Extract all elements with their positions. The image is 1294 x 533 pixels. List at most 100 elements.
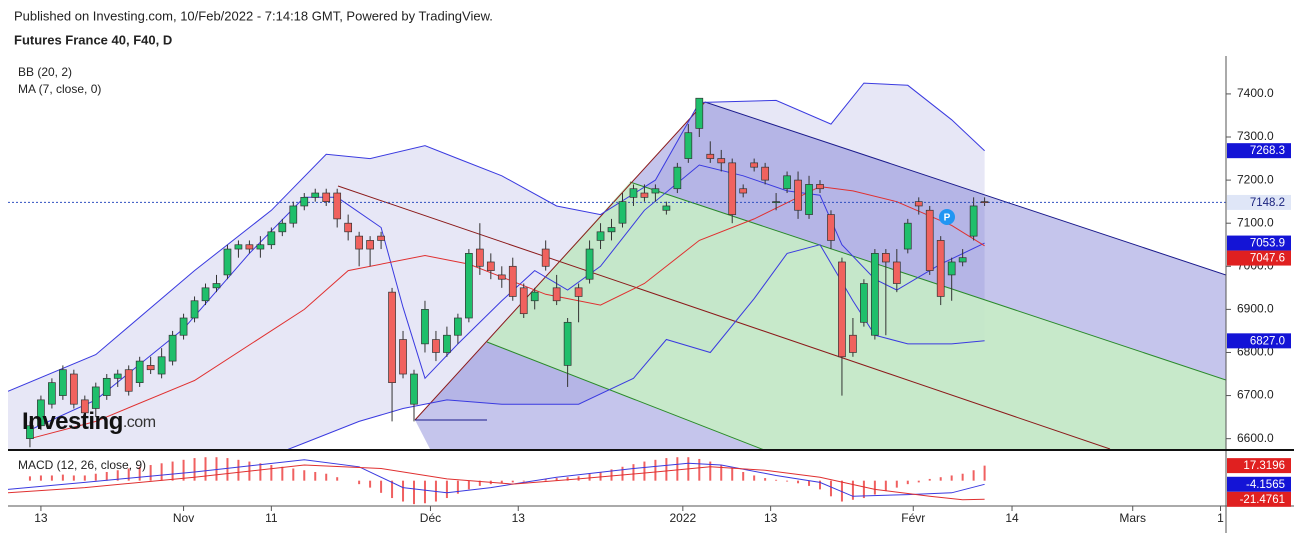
macd-histogram-bar: [325, 473, 328, 481]
x-tick-label: Mars: [1119, 511, 1146, 525]
candle-body: [124, 369, 133, 392]
x-tick-label: 13: [764, 511, 778, 525]
candle-body: [552, 287, 561, 302]
y-tick-label: 7400.0: [1237, 86, 1274, 100]
candle-body: [651, 188, 660, 194]
macd-histogram-bar: [555, 478, 558, 481]
macd-histogram-bar: [731, 468, 734, 481]
candle-body: [530, 291, 539, 302]
indicator-label: MA (7, close, 0): [18, 82, 101, 96]
candle-body: [201, 287, 210, 302]
y-tick-label: 7300.0: [1237, 129, 1274, 143]
candle-body: [465, 253, 473, 319]
macd-histogram-bar: [61, 474, 64, 481]
candle-body: [113, 373, 122, 379]
indicator-line: [29, 186, 985, 440]
macd-histogram-bar: [358, 480, 361, 485]
indicator-label: BB (20, 2): [18, 65, 72, 79]
macd-histogram-bar: [50, 475, 53, 481]
macd-histogram-bar: [116, 470, 119, 481]
macd-histogram-bar: [226, 458, 229, 481]
macd-histogram-bar: [467, 480, 470, 490]
macd-histogram-bar: [281, 466, 284, 481]
candle-body: [563, 321, 572, 366]
macd-histogram-bar: [127, 468, 130, 481]
macd-histogram-bar: [972, 470, 975, 481]
macd-histogram-bar: [676, 457, 679, 481]
x-tick-label: 13: [34, 511, 48, 525]
x-tick-label: Déc: [420, 511, 441, 525]
pitchfork-line: [704, 101, 1226, 276]
candle-body: [168, 334, 177, 362]
candle-body: [607, 227, 616, 233]
candle-body: [475, 248, 484, 267]
macd-histogram-bar: [138, 466, 141, 481]
x-tick-label: Févr: [901, 511, 925, 525]
candle-body: [59, 369, 67, 396]
macd-histogram-bar: [599, 471, 602, 481]
candle-body: [278, 222, 287, 233]
macd-histogram-bar: [83, 475, 86, 481]
candle-body: [69, 373, 78, 405]
macd-histogram-bar: [215, 457, 218, 481]
macd-histogram-bar: [402, 480, 405, 502]
price-tag: [1227, 194, 1291, 210]
macd-histogram-bar: [797, 480, 800, 484]
macd-histogram-bar: [413, 480, 415, 505]
macd-histogram-bar: [270, 465, 273, 481]
bollinger-band: [8, 83, 985, 449]
candle-body: [695, 97, 704, 129]
candle-body: [497, 274, 506, 280]
macd-histogram-bar: [786, 480, 789, 482]
macd-pane: [8, 457, 986, 505]
macd-histogram-bar: [917, 480, 920, 483]
indicator-line: [8, 82, 985, 392]
macd-histogram-bar: [775, 479, 778, 481]
price-tag-label: 6827.0: [1250, 335, 1285, 347]
price-tag-label: 17.3196: [1243, 460, 1285, 472]
macd-histogram-bar: [182, 459, 185, 481]
macd-histogram-bar: [149, 465, 152, 481]
candle-body: [267, 231, 276, 246]
logo-suffix: .com: [123, 414, 156, 431]
candle-body: [816, 184, 824, 190]
candle-body: [311, 192, 320, 198]
macd-histogram-bar: [566, 477, 569, 481]
macd-histogram-bar: [369, 480, 372, 488]
macd-histogram-bar: [445, 480, 448, 499]
candle-body: [947, 261, 956, 276]
y-tick-label: 7200.0: [1237, 172, 1274, 186]
pitchfork-line: [414, 101, 706, 421]
macd-histogram-bar: [259, 463, 262, 481]
macd-histogram-bar: [742, 471, 745, 481]
candle-body: [892, 261, 901, 284]
macd-histogram-bar: [764, 478, 767, 481]
macd-label: MACD (12, 26, close, 9): [18, 458, 146, 472]
candle-body: [772, 201, 780, 204]
candle-body: [26, 425, 34, 440]
macd-histogram-bar: [423, 480, 426, 504]
candle-body: [881, 253, 890, 263]
macd-histogram-bar: [456, 480, 459, 494]
price-tag: [1227, 491, 1291, 507]
logo-main: Investing: [22, 408, 123, 435]
pitchfork: [337, 101, 1226, 449]
pitchfork-line: [629, 181, 1226, 381]
macd-histogram-bar: [851, 480, 854, 500]
candle-body: [146, 365, 155, 371]
x-tick-label: 14: [1005, 511, 1019, 525]
candle-body: [860, 283, 868, 323]
candle-body: [410, 373, 418, 405]
band-fill: [8, 83, 985, 449]
macd-histogram-bar: [610, 469, 613, 481]
candle-body: [519, 287, 528, 315]
instrument-title: Futures France 40, F40, D: [14, 32, 172, 47]
macd-histogram-bar: [654, 459, 657, 481]
macd-histogram-bar: [862, 480, 865, 499]
candle-body: [673, 166, 682, 190]
logo: Investing.com: [22, 408, 156, 435]
macd-histogram-bar: [588, 473, 591, 481]
candle-body: [958, 257, 967, 263]
candle-body: [135, 360, 144, 383]
candle-body: [662, 205, 671, 211]
